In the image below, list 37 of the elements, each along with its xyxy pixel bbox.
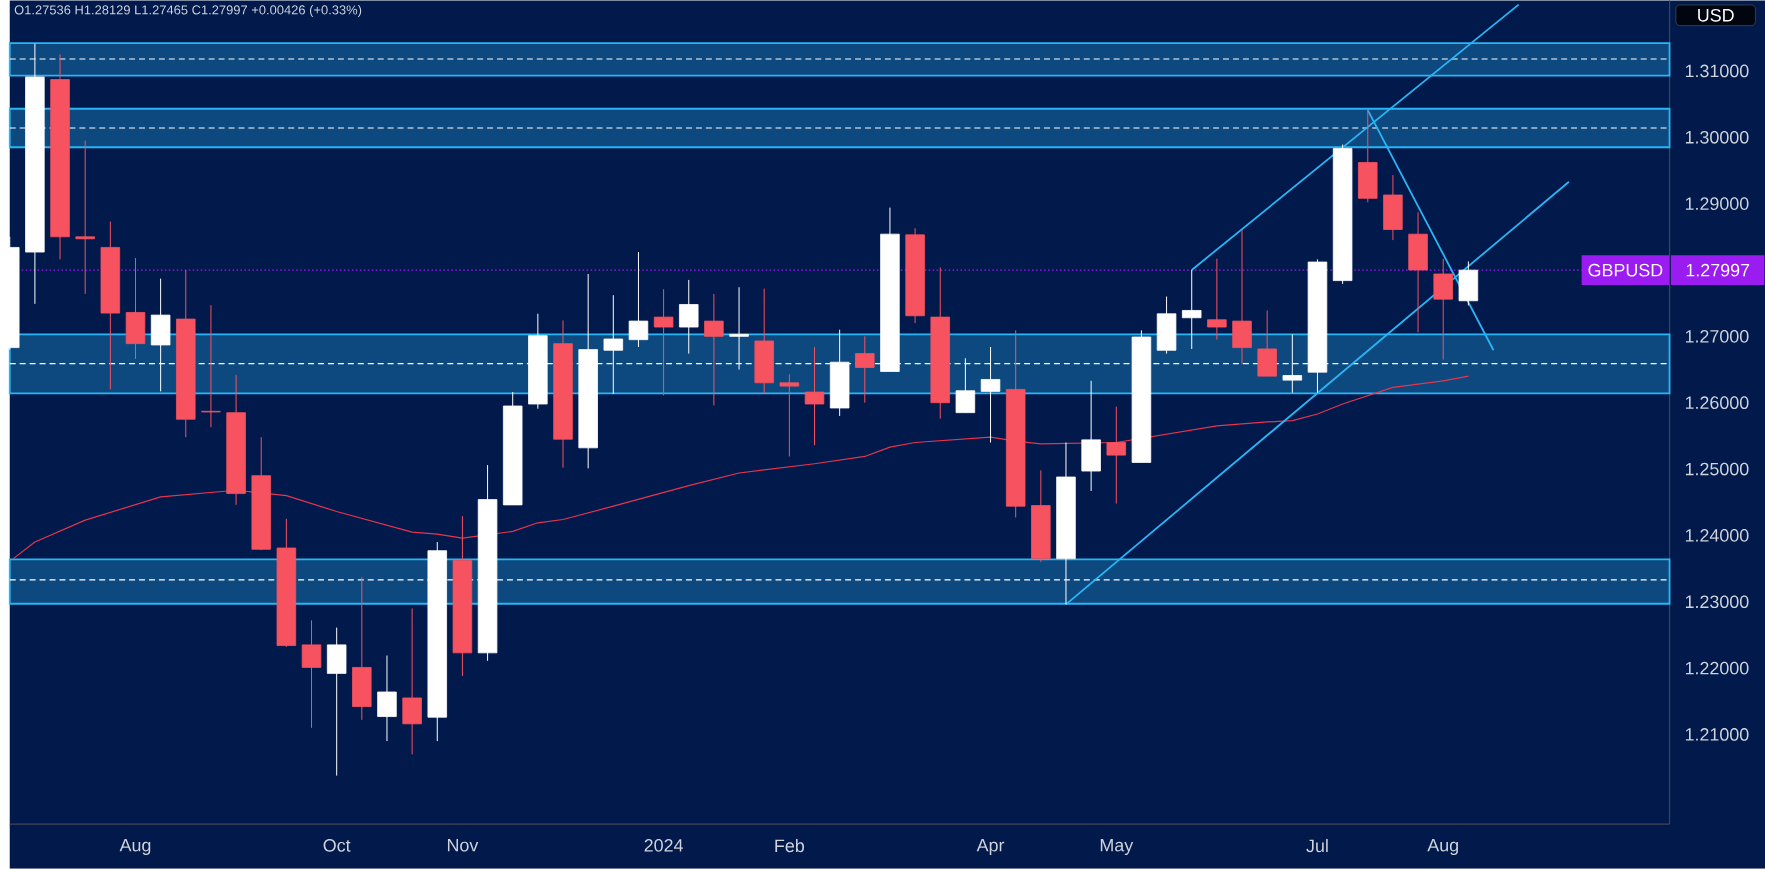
candlestick (1207, 258, 1227, 341)
x-tick-label: Jul (1306, 839, 1328, 853)
text: USD (1698, 9, 1734, 22)
candlestick (855, 335, 875, 404)
candlestick (804, 346, 825, 446)
x-tick-label: Nov (447, 839, 479, 852)
candlestick (679, 279, 699, 355)
y-tick-label: 1.31000 (1685, 64, 1749, 78)
y-tick-label: 1.23000 (1685, 595, 1749, 609)
x-tick-label: Apr (976, 839, 1005, 856)
ref-line-label: GBPUSD (1588, 263, 1663, 277)
y-tick-label: 1.30000 (1685, 131, 1749, 144)
x-tick-label: Aug (119, 839, 151, 856)
candlestick (628, 251, 649, 348)
line-series (12, 375, 1469, 560)
x-tick-label: Feb (775, 839, 805, 853)
x-tick-label: Oct (323, 839, 351, 852)
candlestick (75, 140, 95, 295)
annotation: O1.27536 H1.28129 L1.27465 C1.27997 +0.00426 (+0.33%) (14, 5, 362, 18)
candlestick (201, 304, 221, 428)
y-tick-label: 1.22000 (1685, 661, 1749, 675)
y-tick-label: 1.26000 (1685, 396, 1749, 410)
y-tick-label: 1.25000 (1685, 462, 1749, 476)
y-tick-label: 1.24000 (1685, 529, 1749, 542)
y-tick-label: 1.21000 (1685, 728, 1749, 741)
y-tick-label: 1.29000 (1685, 197, 1749, 211)
candlestick (704, 293, 724, 406)
candlestick (1181, 269, 1202, 350)
x-tick-label: 2024 (644, 839, 683, 852)
candlestick (301, 619, 322, 729)
y-tick-label: 1.27000 (1685, 330, 1749, 343)
x-tick-label: Aug (1427, 839, 1458, 856)
candlestick (653, 288, 674, 396)
candlestick (779, 373, 800, 458)
text: 1.27997 (1686, 263, 1750, 277)
x-tick-label: May (1100, 839, 1134, 856)
candlestick (1106, 406, 1127, 505)
